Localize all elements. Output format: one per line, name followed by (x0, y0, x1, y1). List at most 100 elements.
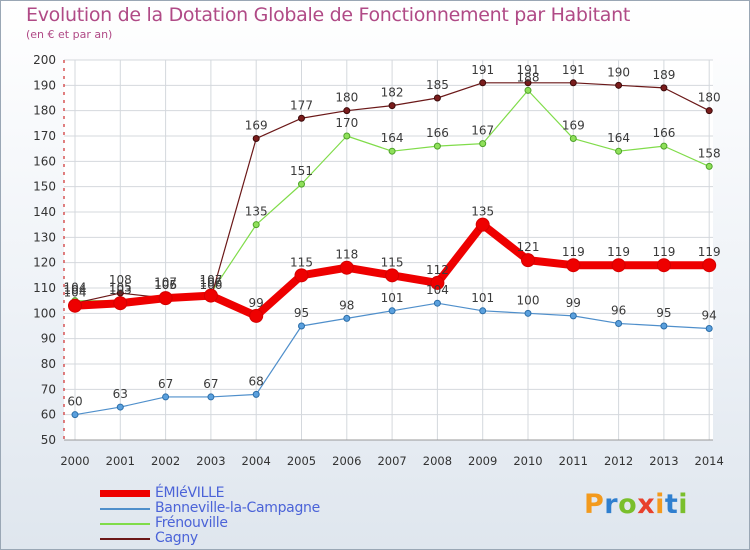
series-1-point (252, 390, 260, 398)
data-label: 190 (607, 65, 630, 79)
logo-letter: t (664, 489, 679, 520)
legend-label: ÉMIéVILLE (155, 485, 225, 501)
data-label: 112 (426, 263, 449, 277)
series-1-point (162, 393, 170, 401)
series-3-point (705, 107, 713, 115)
line-chart: 50 60 70 80 90 100 110 120 130 140 150 160 170 180 190… (33, 53, 724, 468)
x-tick-label: 2007 (377, 454, 406, 468)
data-label: 107 (154, 276, 177, 290)
series-1-point (660, 322, 668, 330)
series-0-point (430, 275, 445, 290)
series-0-point (339, 260, 354, 275)
data-label: 118 (335, 248, 358, 262)
x-tick-label: 2002 (151, 454, 180, 468)
series-1-point (71, 411, 79, 419)
data-label: 191 (471, 63, 494, 77)
series-3-point (388, 102, 396, 110)
data-label: 104 (64, 283, 87, 297)
data-label: 95 (294, 306, 309, 320)
data-label: 99 (566, 296, 581, 310)
series-0-point (294, 268, 309, 283)
logo-letter: o (618, 489, 638, 520)
data-label: 108 (109, 273, 132, 287)
series-2-point (479, 140, 487, 148)
logo-letter: x (637, 489, 656, 520)
series-0-point (521, 253, 535, 268)
data-label: 103 (109, 283, 132, 297)
data-label: 60 (67, 395, 82, 409)
series-3-point (298, 114, 305, 122)
series-0-point (249, 308, 264, 323)
data-label: 177 (290, 98, 313, 112)
data-label: 100 (517, 293, 540, 307)
series-3-point (524, 79, 532, 87)
data-label: 180 (698, 91, 721, 105)
x-tick-label: 2000 (60, 454, 89, 468)
data-label: 119 (562, 245, 585, 259)
series-2-point (705, 162, 713, 170)
x-tick-label: 2004 (242, 454, 271, 468)
logo-letter: i (655, 489, 665, 520)
series-2-point (615, 147, 623, 155)
y-tick-label: 160 (33, 154, 56, 168)
data-label: 115 (290, 255, 313, 269)
data-label: 98 (339, 298, 354, 312)
series-2-point (252, 221, 260, 229)
y-tick-label: 170 (33, 129, 56, 143)
series-3-point (660, 84, 668, 92)
series-2-point (343, 132, 351, 140)
series-3-point (252, 135, 260, 143)
data-label: 67 (158, 377, 173, 391)
data-label: 63 (113, 387, 128, 401)
data-label: 167 (471, 124, 494, 138)
x-tick-label: 2003 (196, 454, 225, 468)
legend-swatch (100, 490, 150, 497)
data-label: 99 (249, 296, 264, 310)
data-label: 119 (698, 245, 721, 259)
x-tick-label: 2011 (559, 454, 588, 468)
series-1 (71, 299, 713, 419)
data-label: 188 (517, 70, 540, 84)
data-label: 106 (154, 278, 177, 292)
series-3-point (116, 289, 124, 297)
legend-swatch (100, 538, 150, 540)
data-label: 107 (199, 273, 222, 287)
proxiti-logo: Proxiti (584, 489, 688, 520)
data-label: 191 (562, 63, 585, 77)
y-tick-label: 120 (33, 256, 56, 270)
data-label: 151 (290, 164, 313, 178)
series-1-point (298, 322, 305, 330)
series-0-point (566, 258, 581, 273)
series-0 (68, 217, 717, 323)
series-0-point (702, 258, 717, 273)
series-0-point (385, 268, 400, 283)
series-2-point (433, 142, 441, 150)
x-tick-label: 2014 (695, 454, 724, 468)
data-label: 119 (607, 245, 630, 259)
series-1-point (615, 319, 623, 327)
series-1-point (524, 309, 532, 317)
series-1-point (116, 403, 124, 411)
data-label: 166 (426, 126, 449, 140)
data-label: 169 (562, 119, 585, 133)
series-0-point (158, 291, 173, 306)
series-3-point (615, 81, 623, 89)
data-label: 105 (109, 281, 132, 295)
y-tick-label: 200 (33, 53, 56, 67)
series-2-point (569, 135, 577, 143)
data-label: 104 (426, 283, 449, 297)
series-3-point (343, 107, 351, 115)
data-label: 169 (245, 119, 268, 133)
series-0-point (611, 258, 626, 273)
series-1-point (705, 325, 713, 333)
logo-letter: r (604, 489, 619, 520)
legend-label: Banneville-la-Campagne (155, 500, 320, 516)
x-tick-label: 2006 (332, 454, 361, 468)
series-1-point (343, 314, 351, 322)
x-tick-label: 2012 (604, 454, 633, 468)
series-1-point (479, 307, 487, 315)
series-3-point (433, 94, 441, 102)
data-label: 185 (426, 78, 449, 92)
x-tick-label: 2009 (468, 454, 497, 468)
series-3-point (479, 79, 487, 87)
